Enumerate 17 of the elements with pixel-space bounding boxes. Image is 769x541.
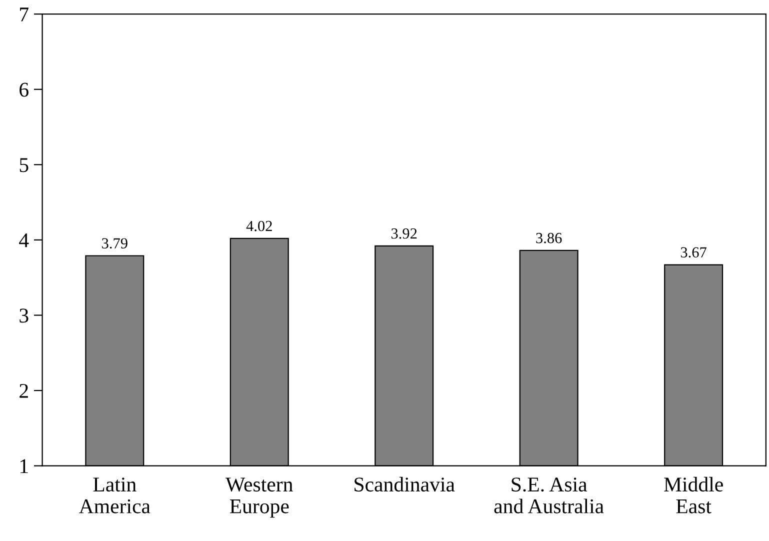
x-tick-label: Scandinavia xyxy=(354,476,455,492)
y-tick-label: 5 xyxy=(20,158,28,172)
x-tick-label: Western Europe xyxy=(226,478,293,518)
y-tick-label: 7 xyxy=(20,8,28,22)
x-tick-label: Latin America xyxy=(79,478,150,514)
data-label: 3.79 xyxy=(102,238,128,249)
data-label: 3.86 xyxy=(536,232,562,244)
x-tick-label: Middle East xyxy=(664,476,723,514)
data-label: 3.92 xyxy=(391,228,417,239)
x-tick-label: S.E. Asia and Australia xyxy=(494,478,604,514)
y-tick-label: 1 xyxy=(20,459,28,474)
data-label: 3.67 xyxy=(680,247,706,258)
data-label: 4.02 xyxy=(246,220,272,232)
y-tick-label: 6 xyxy=(20,82,28,97)
y-tick-label: 2 xyxy=(20,384,28,398)
y-tick-label: 4 xyxy=(19,233,29,248)
y-tick-label: 3 xyxy=(20,308,28,323)
